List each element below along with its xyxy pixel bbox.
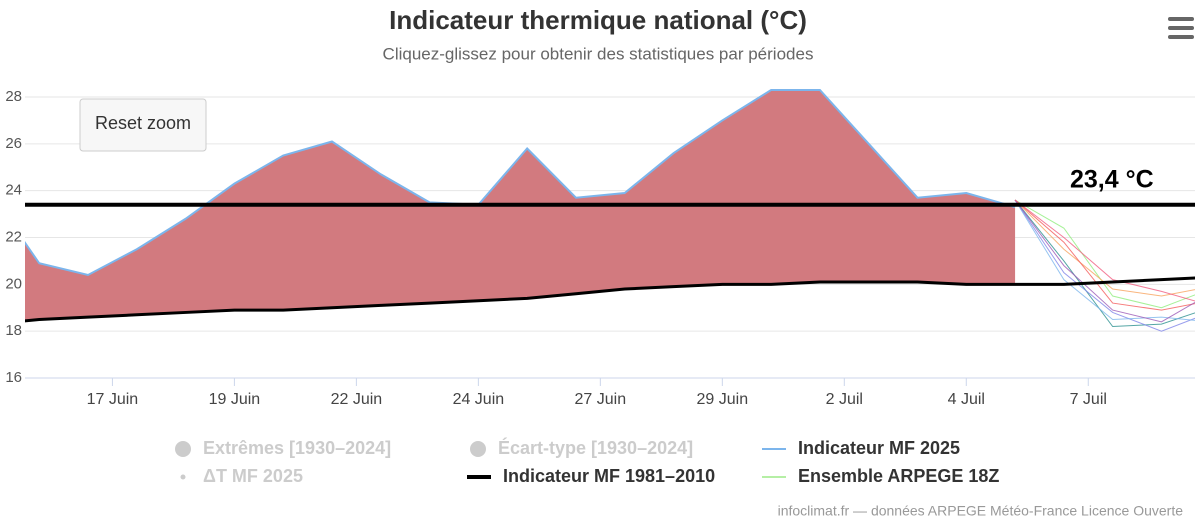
legend-label: ΔT MF 2025	[203, 466, 303, 486]
x-tick-label: 29 Juin	[697, 391, 749, 408]
ensemble-member-line	[1014, 199, 1195, 321]
ensemble-member-line	[1014, 199, 1195, 297]
ensemble-member-line	[1014, 199, 1195, 302]
legend-symbol	[175, 441, 191, 457]
ensemble-member-line	[1014, 199, 1195, 311]
legend-label: Indicateur MF 2025	[798, 438, 960, 458]
plot-line-label: 23,4 °C	[1070, 165, 1154, 193]
legend-item[interactable]: Indicateur MF 1981–2010	[467, 466, 715, 486]
legend-item[interactable]: Écart-type [1930–2024]	[470, 437, 693, 458]
x-tick-label: 17 Juin	[87, 391, 139, 408]
y-tick-label: 22	[5, 228, 22, 245]
chart-subtitle: Cliquez-glissez pour obtenir des statist…	[383, 44, 814, 63]
y-tick-label: 16	[5, 369, 22, 386]
legend-item[interactable]: Ensemble ARPEGE 18Z	[762, 466, 999, 486]
reset-zoom-button[interactable]: Reset zoom	[79, 98, 207, 152]
credits: infoclimat.fr — données ARPEGE Météo-Fra…	[778, 503, 1184, 519]
x-tick-label: 24 Juin	[453, 391, 505, 408]
legend-label: Extrêmes [1930–2024]	[203, 438, 391, 458]
button-label: Reset zoom	[95, 113, 191, 133]
y-tick-label: 18	[5, 322, 22, 339]
chart-title: Indicateur thermique national (°C)	[389, 5, 807, 35]
legend-item[interactable]: ΔT MF 2025	[180, 466, 303, 486]
x-tick-label: 7 Juil	[1070, 391, 1107, 408]
legend-item[interactable]: Indicateur MF 2025	[762, 438, 960, 458]
x-tick-label: 22 Juin	[331, 391, 383, 408]
ensemble-member-line	[1014, 199, 1195, 309]
button-box	[79, 98, 207, 152]
legend-symbol	[470, 441, 486, 457]
y-tick-label: 26	[5, 135, 22, 152]
y-tick-label: 24	[5, 182, 22, 199]
x-tick-label: 2 Juil	[826, 391, 863, 408]
legend-item[interactable]: Extrêmes [1930–2024]	[175, 438, 391, 458]
legend-label: Indicateur MF 1981–2010	[503, 466, 715, 486]
x-tick-label: 27 Juin	[575, 391, 627, 408]
y-tick-label: 20	[5, 275, 22, 292]
ensemble-member-line	[1014, 199, 1195, 332]
ensemble-member-line	[1014, 199, 1195, 327]
ensemble-member-line	[1014, 199, 1195, 323]
legend-label: Écart-type [1930–2024]	[498, 437, 693, 458]
x-tick-label: 19 Juin	[209, 391, 261, 408]
series-line	[25, 276, 1195, 323]
y-tick-label: 28	[5, 88, 22, 105]
legend-label: Ensemble ARPEGE 18Z	[798, 466, 999, 486]
legend-symbol	[180, 474, 186, 480]
x-tick-label: 4 Juil	[948, 391, 985, 408]
series-line	[25, 88, 1016, 277]
menu-icon[interactable]	[1168, 17, 1194, 39]
